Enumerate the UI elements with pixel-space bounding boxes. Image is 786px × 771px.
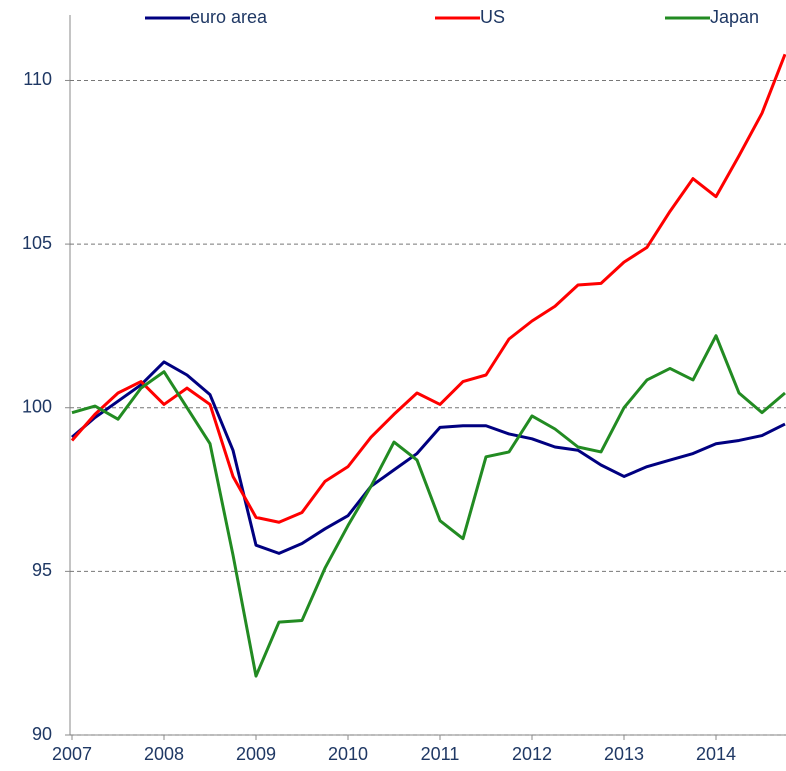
series-line — [71, 334, 786, 678]
x-tick-label: 2007 — [52, 744, 92, 764]
series-line — [71, 360, 786, 555]
x-tick-label: 2008 — [144, 744, 184, 764]
x-tick-label: 2012 — [512, 744, 552, 764]
y-tick-label: 110 — [23, 69, 52, 89]
y-tick-label: 100 — [22, 396, 52, 416]
series-line — [70, 53, 786, 524]
x-tick-label: 2009 — [236, 744, 276, 764]
y-tick-label: 95 — [32, 560, 52, 580]
x-tick-label: 2014 — [696, 744, 736, 764]
x-tick-label: 2010 — [328, 744, 368, 764]
legend-label: US — [480, 7, 505, 27]
legend-label: euro area — [190, 7, 268, 27]
legend-label: Japan — [710, 7, 759, 27]
x-tick-label: 2011 — [421, 744, 460, 764]
x-tick-label: 2013 — [604, 744, 644, 764]
y-tick-label: 105 — [22, 233, 52, 253]
y-tick-label: 90 — [32, 724, 52, 744]
